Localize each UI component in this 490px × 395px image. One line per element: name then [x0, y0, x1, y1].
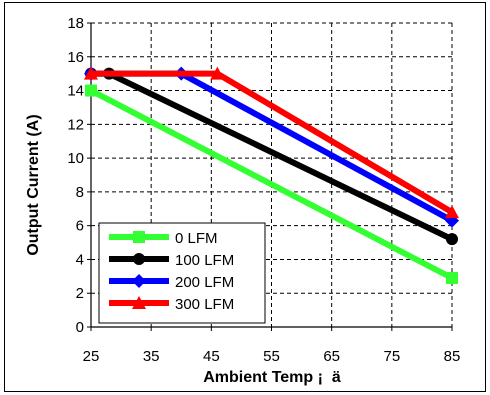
y-tick-label: 4 — [76, 251, 84, 268]
x-tick-label: 35 — [143, 348, 160, 365]
data-point — [445, 205, 459, 219]
legend-swatch-marker — [133, 231, 145, 243]
y-tick-label: 14 — [67, 83, 84, 100]
data-point — [446, 272, 458, 285]
y-tick-label: 0 — [76, 319, 84, 336]
series-line — [89, 87, 454, 281]
x-axis-title: Ambient Temp ¡ ä — [203, 369, 341, 386]
series-0-lfm — [85, 84, 458, 285]
x-tick-label: 65 — [323, 348, 340, 365]
y-tick-label: 2 — [76, 285, 84, 302]
y-tick-label: 10 — [67, 150, 84, 167]
y-tick-label: 18 — [67, 15, 84, 32]
y-tick-label: 12 — [67, 116, 84, 133]
data-point — [85, 84, 97, 97]
x-tick-label: 85 — [444, 348, 461, 365]
x-tick-label: 25 — [83, 348, 100, 365]
legend-swatch-marker — [133, 253, 145, 265]
y-tick-label: 16 — [67, 49, 84, 66]
legend-swatch-marker — [132, 296, 146, 309]
tick-labels: 0 2 4 6 8 10 12 14 16 18 25 35 45 55 65 75 85 — [67, 15, 460, 365]
series-layer — [84, 66, 459, 285]
legend-label: 0 LFM — [175, 230, 218, 247]
x-tick-label: 55 — [263, 348, 280, 365]
series-300-lfm — [84, 66, 459, 219]
legend-label: 300 LFM — [175, 296, 234, 313]
data-point — [446, 233, 458, 246]
legend-label: 100 LFM — [175, 252, 234, 269]
legend-swatch-marker — [132, 274, 146, 288]
y-axis-title: Output Current (A) — [25, 114, 42, 255]
data-point — [84, 66, 98, 80]
x-tick-label: 75 — [383, 348, 400, 365]
data-point — [210, 66, 225, 80]
legend: 0 LFM 100 LFM 200 LFM 300 LFM — [98, 222, 266, 324]
x-tick-label: 45 — [203, 348, 220, 365]
legend-label: 200 LFM — [175, 274, 234, 291]
y-tick-label: 8 — [76, 184, 84, 201]
y-tick-label: 6 — [76, 218, 84, 235]
